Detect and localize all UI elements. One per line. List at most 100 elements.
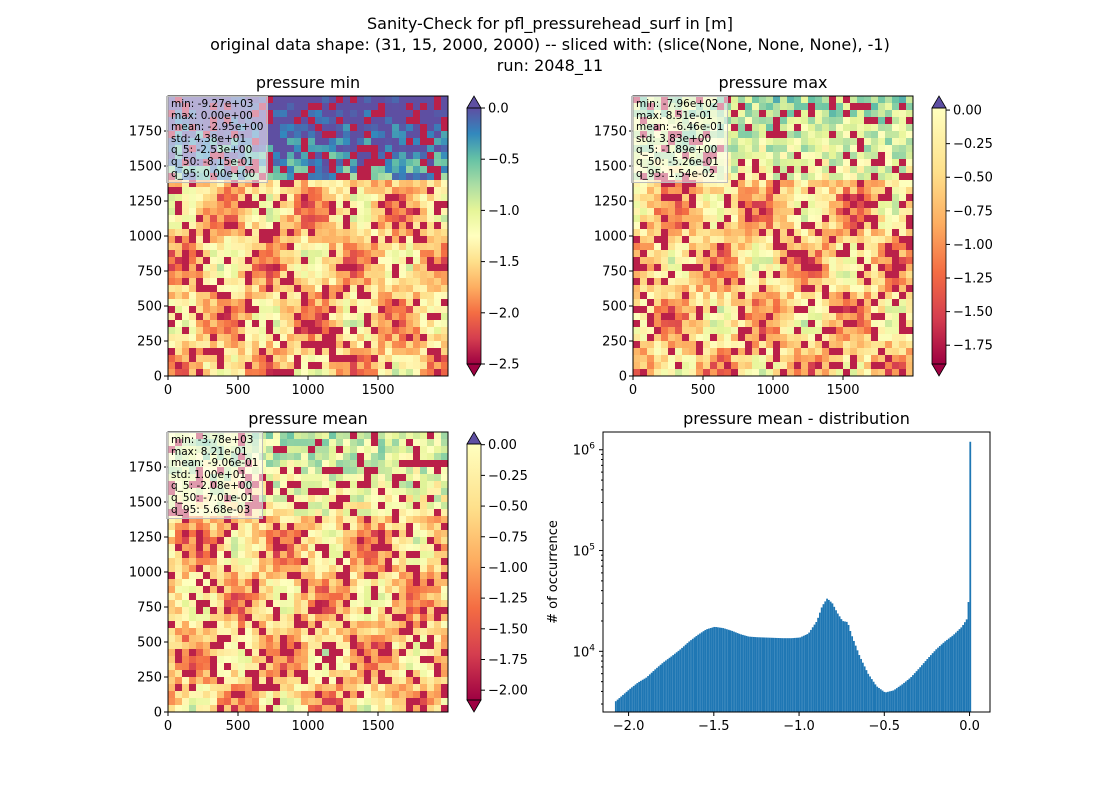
heatmap-cell — [420, 201, 428, 209]
heatmap-cell — [420, 432, 428, 440]
heatmap-cell — [189, 670, 197, 678]
heatmap-cell — [724, 362, 732, 370]
heatmap-cell — [168, 250, 176, 258]
heatmap-cell — [294, 159, 302, 167]
heatmap-cell — [399, 103, 407, 111]
heatmap-cell — [168, 201, 176, 209]
heatmap-cell — [273, 306, 281, 314]
heatmap-cell — [850, 180, 858, 188]
heatmap-cell — [203, 635, 211, 643]
heatmap-cell — [640, 208, 648, 216]
heatmap-cell — [378, 628, 386, 636]
heatmap-cell — [385, 208, 393, 216]
heatmap-cell — [759, 229, 767, 237]
heatmap-cell — [203, 285, 211, 293]
heatmap-cell — [745, 159, 753, 167]
heatmap-cell — [294, 313, 302, 321]
heatmap-cell — [371, 180, 379, 188]
heatmap-cell — [357, 369, 365, 377]
heatmap-cell — [210, 355, 218, 363]
heatmap-cell — [385, 341, 393, 349]
heatmap-cell — [189, 313, 197, 321]
heatmap-cell — [857, 320, 865, 328]
heatmap-cell — [773, 180, 781, 188]
heatmap-cell — [322, 663, 330, 671]
heatmap-cell — [808, 348, 816, 356]
heatmap-cell — [217, 579, 225, 587]
heatmap-cell — [280, 341, 288, 349]
heatmap-cell — [357, 229, 365, 237]
heatmap-cell — [878, 152, 886, 160]
heatmap-cell — [168, 327, 176, 335]
heatmap-cell — [406, 670, 414, 678]
heatmap-cell — [857, 348, 865, 356]
heatmap-cell — [231, 691, 239, 699]
heatmap-cell — [217, 208, 225, 216]
heatmap-cell — [280, 159, 288, 167]
heatmap-cell — [434, 159, 442, 167]
heatmap-cell — [315, 173, 323, 181]
heatmap-cell — [413, 152, 421, 160]
heatmap-cell — [203, 299, 211, 307]
heatmap-cell — [385, 453, 393, 461]
heatmap-cell — [357, 166, 365, 174]
heatmap-cell — [682, 285, 690, 293]
heatmap-cell — [245, 278, 253, 286]
heatmap-cell — [168, 208, 176, 216]
heatmap-cell — [343, 432, 351, 440]
heatmap-cell — [420, 124, 428, 132]
heatmap-cell — [357, 502, 365, 510]
heatmap-cell — [315, 523, 323, 531]
heatmap-cell — [175, 530, 183, 538]
heatmap-cell — [857, 278, 865, 286]
heatmap-cell — [731, 341, 739, 349]
heatmap-cell — [427, 551, 435, 559]
heatmap-cell — [238, 572, 246, 580]
heatmap-cell — [794, 229, 802, 237]
heatmap-cell — [406, 509, 414, 517]
heatmap-cell — [441, 334, 449, 342]
heatmap-cell — [420, 278, 428, 286]
heatmap-cell — [273, 439, 281, 447]
heatmap-cell — [315, 439, 323, 447]
heatmap-cell — [371, 635, 379, 643]
heatmap-cell — [668, 271, 676, 279]
heatmap-cell — [308, 292, 316, 300]
heatmap-cell — [745, 173, 753, 181]
heatmap-cell — [829, 208, 837, 216]
heatmap-cell — [399, 117, 407, 125]
heatmap-cell — [836, 334, 844, 342]
heatmap-cell — [217, 334, 225, 342]
heatmap-cell — [668, 236, 676, 244]
heatmap-cell — [301, 278, 309, 286]
heatmap-cell — [843, 278, 851, 286]
heatmap-cell — [441, 278, 449, 286]
heatmap-cell — [273, 600, 281, 608]
heatmap-cell — [217, 362, 225, 370]
heatmap-cell — [210, 222, 218, 230]
heatmap-cell — [759, 355, 767, 363]
heatmap-cell — [343, 565, 351, 573]
y-tick-label: 1000 — [594, 230, 627, 245]
heatmap-cell — [238, 670, 246, 678]
heatmap-cell — [259, 593, 267, 601]
heatmap-cell — [689, 306, 697, 314]
x-tick-label: 1500 — [826, 383, 859, 398]
heatmap-cell — [322, 677, 330, 685]
heatmap-cell — [822, 103, 830, 111]
heatmap-cell — [231, 516, 239, 524]
heatmap-cell — [287, 572, 295, 580]
heatmap-cell — [287, 586, 295, 594]
heatmap-cell — [266, 656, 274, 664]
heatmap-cell — [245, 208, 253, 216]
heatmap-cell — [808, 362, 816, 370]
heatmap-cell — [399, 299, 407, 307]
heatmap-cell — [766, 187, 774, 195]
heatmap-cell — [406, 264, 414, 272]
heatmap-cell — [906, 180, 914, 188]
heatmap-cell — [420, 516, 428, 524]
heatmap-cell — [654, 306, 662, 314]
heatmap-cell — [434, 523, 442, 531]
heatmap-cell — [661, 257, 669, 265]
heatmap-cell — [378, 215, 386, 223]
